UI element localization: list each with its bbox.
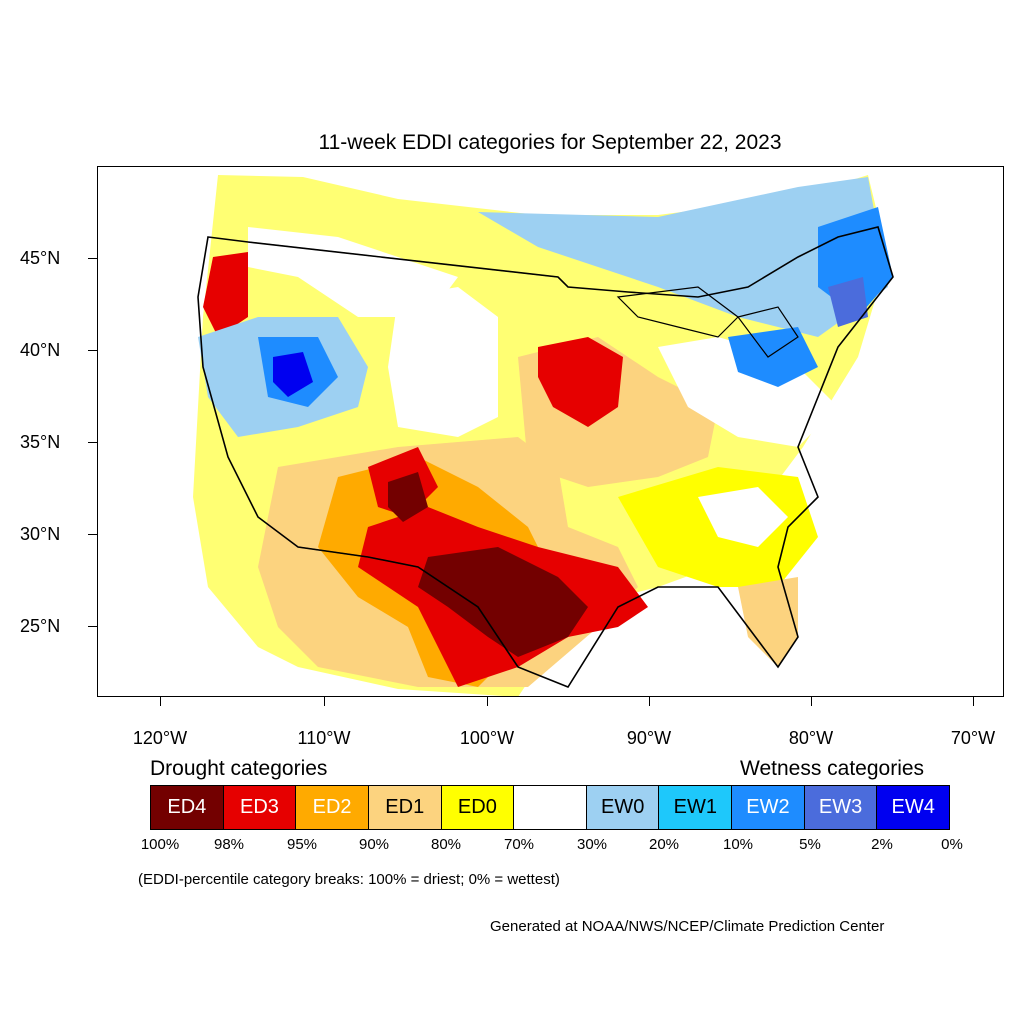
- legend-label: EW1: [673, 796, 717, 818]
- lon-tick: [973, 697, 974, 706]
- legend-label: EW3: [818, 796, 863, 818]
- percentile-label: 5%: [799, 836, 821, 853]
- ew3-region-northeast: [828, 277, 868, 327]
- legend-cell-ew4: EW4: [877, 786, 950, 829]
- legend-label: EW0: [600, 796, 645, 818]
- percentile-label: 10%: [722, 836, 754, 853]
- great-lakes-outline: [616, 286, 799, 358]
- ed4-region-texas: [418, 547, 588, 657]
- lon-tick: [160, 697, 161, 706]
- drought-heading: Drought categories: [150, 757, 328, 780]
- legend-label: ED2: [312, 796, 352, 818]
- legend-cell-ew3: EW3: [804, 786, 878, 829]
- legend-cell-ew1: EW1: [659, 786, 733, 829]
- category-legend-bar: ED4 ED3 ED2 ED1 ED0 EW0 EW1 EW2 EW3 EW4: [150, 785, 950, 830]
- lat-tick: [88, 350, 97, 351]
- percentile-label: 90%: [358, 836, 390, 853]
- legend-cell-ew2: EW2: [732, 786, 805, 829]
- lat-tick: [88, 626, 97, 627]
- lon-label-120w: 120°W: [132, 728, 188, 748]
- percentile-label: 20%: [648, 836, 680, 853]
- lon-tick: [324, 697, 325, 706]
- lat-label-25n: 25°N: [20, 616, 61, 636]
- lat-label-45n: 45°N: [20, 248, 61, 268]
- legend-label: ED4: [167, 796, 207, 818]
- lon-label-90w: 90°W: [626, 728, 672, 748]
- legend-label: EW4: [891, 796, 935, 818]
- lon-tick: [487, 697, 488, 706]
- normal-region-southeast: [698, 487, 788, 547]
- legend-cell-ed4: ED4: [151, 786, 224, 829]
- lat-label-30n: 30°N: [20, 524, 61, 544]
- legend-cell-normal: [514, 786, 587, 829]
- map-panel: [97, 166, 1004, 697]
- percentile-label: 2%: [871, 836, 893, 853]
- credit-line: Generated at NOAA/NWS/NCEP/Climate Predi…: [490, 918, 885, 935]
- ed1-region-florida: [738, 577, 798, 667]
- lon-label-70w: 70°W: [950, 728, 996, 748]
- normal-region-plains: [388, 287, 498, 437]
- legend-cell-ew0: EW0: [586, 786, 660, 829]
- legend-cell-ed0: ED0: [441, 786, 515, 829]
- percentile-label: 70%: [503, 836, 535, 853]
- lon-label-80w: 80°W: [788, 728, 834, 748]
- lon-label-100w: 100°W: [459, 728, 515, 748]
- percentile-label: 0%: [941, 836, 963, 853]
- lat-tick: [88, 258, 97, 259]
- ew1-region-greatlakes: [728, 327, 818, 387]
- wetness-heading: Wetness categories: [740, 757, 925, 780]
- legend-cell-ed3: ED3: [223, 786, 297, 829]
- map-title: 11-week EDDI categories for September 22…: [318, 131, 782, 154]
- lat-label-40n: 40°N: [20, 340, 61, 360]
- eddi-map: [193, 175, 894, 696]
- ed3-region-iowa: [538, 337, 623, 427]
- ew0-region-canada: [478, 177, 888, 337]
- legend-cell-ed2: ED2: [296, 786, 369, 829]
- percentile-label: 100%: [140, 836, 180, 853]
- legend-cell-ed1: ED1: [368, 786, 442, 829]
- legend-label: ED3: [240, 796, 279, 818]
- lat-tick: [88, 534, 97, 535]
- category-breaks-note: (EDDI-percentile category breaks: 100% =…: [138, 871, 560, 888]
- lon-label-110w: 110°W: [297, 728, 351, 748]
- legend-label: ED1: [385, 796, 425, 818]
- lon-tick: [649, 697, 650, 706]
- percentile-label: 95%: [286, 836, 318, 853]
- legend-label: ED0: [457, 796, 497, 818]
- lon-tick: [811, 697, 812, 706]
- percentile-label: 80%: [430, 836, 462, 853]
- ed4-region-newmexico: [388, 472, 428, 522]
- mexico-border: [297, 546, 519, 668]
- percentile-label: 98%: [213, 836, 245, 853]
- lat-tick: [88, 442, 97, 443]
- percentile-label: 30%: [576, 836, 608, 853]
- ew4-region-greatbasin: [273, 352, 313, 397]
- lat-label-35n: 35°N: [20, 432, 61, 452]
- legend-label: EW2: [746, 796, 790, 818]
- canada-border: [247, 241, 559, 278]
- normal-region-north: [248, 227, 458, 317]
- ed3-region-pacific-coast: [203, 252, 248, 337]
